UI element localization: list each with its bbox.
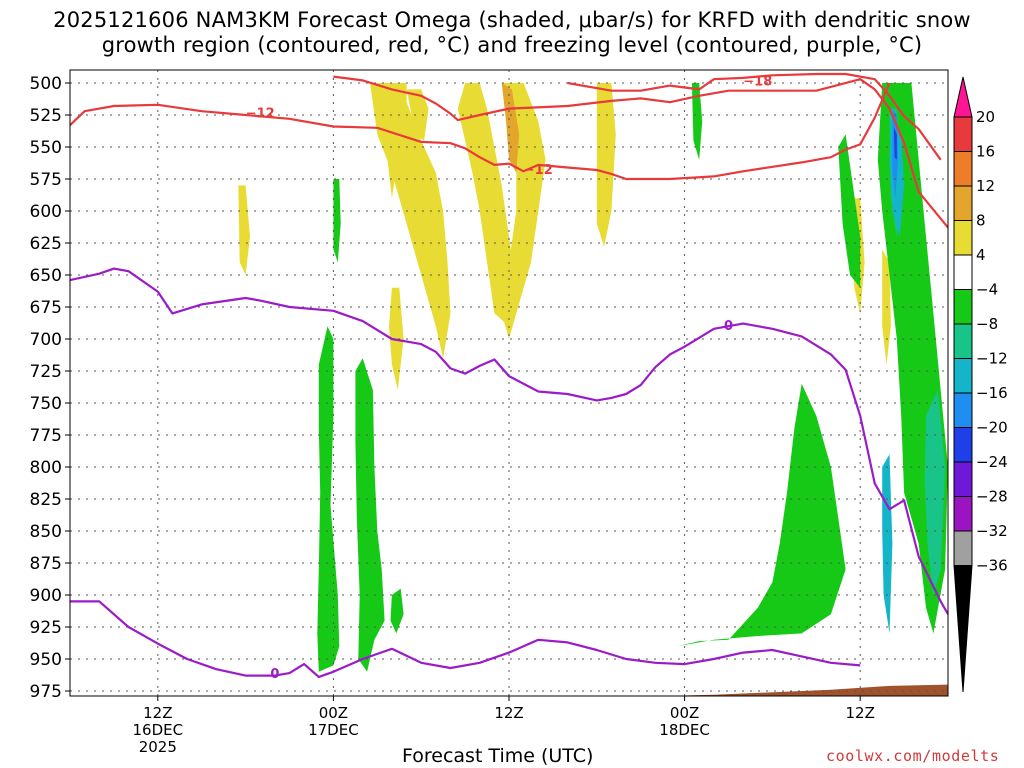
- chart-title-line2: growth region (contoured, red, °C) and f…: [101, 33, 923, 57]
- y-tick-label: 950: [30, 650, 62, 670]
- x-tick-label: 00Z: [319, 704, 348, 722]
- y-tick-label: 650: [30, 266, 62, 286]
- colorbar: 20 16 12 8 4 −4 −8 −12 −16 −20 −24 −28 −32 −36: [953, 76, 1008, 693]
- colorbar-label: 12: [976, 177, 995, 195]
- omega-region: [677, 383, 846, 647]
- y-tick-label: 925: [30, 618, 62, 638]
- chart-title-line1: 2025121606 NAM3KM Forecast Omega (shaded…: [53, 8, 971, 32]
- y-tick-label: 850: [30, 522, 62, 542]
- colorbar-segment: [953, 289, 973, 325]
- contour-label: −18: [743, 74, 772, 89]
- x-axis-title: Forecast Time (UTC): [402, 745, 594, 767]
- omega-region: [893, 127, 897, 160]
- colorbar-label: 16: [976, 143, 995, 161]
- colorbar-label: −36: [976, 557, 1008, 575]
- dgz-contour: [333, 75, 948, 229]
- y-tick-label: 500: [30, 74, 62, 94]
- omega-region: [333, 179, 341, 263]
- colorbar-label: 20: [976, 108, 995, 126]
- omega-region: [317, 326, 340, 672]
- omega-region: [238, 185, 250, 275]
- colorbar-label: −32: [976, 522, 1008, 540]
- x-tick-label: 12Z: [494, 704, 523, 722]
- omega-region: [387, 83, 398, 199]
- colorbar-label: −16: [976, 384, 1008, 402]
- colorbar-label: 8: [976, 212, 986, 230]
- freezing-level-contour: [70, 600, 861, 678]
- y-tick-label: 750: [30, 394, 62, 414]
- omega-region: [596, 83, 616, 247]
- y-tick-label: 575: [30, 170, 62, 190]
- credit-link[interactable]: coolwx.com/modelts: [826, 747, 1000, 765]
- y-tick-label: 900: [30, 586, 62, 606]
- dgz-contour: [567, 72, 942, 161]
- colorbar-segment: [953, 323, 973, 359]
- omega-region: [406, 89, 429, 141]
- y-tick-label: 875: [30, 554, 62, 574]
- y-tick-label: 525: [30, 106, 62, 126]
- contour-label: 0: [724, 319, 733, 334]
- colorbar-segment: [953, 530, 973, 566]
- y-tick-label: 625: [30, 234, 62, 254]
- omega-region: [355, 358, 385, 672]
- colorbar-label: −12: [976, 350, 1008, 368]
- y-tick-label: 800: [30, 458, 62, 478]
- colorbar-min-arrow: [953, 565, 973, 693]
- colorbar-segment: [953, 496, 973, 532]
- colorbar-segment: [953, 392, 973, 428]
- omega-region: [457, 83, 517, 327]
- y-tick-label: 825: [30, 490, 62, 510]
- y-tick-label: 675: [30, 298, 62, 318]
- omega-region: [370, 83, 451, 359]
- contour-labels: −12 −12 −18 0 0: [246, 74, 773, 682]
- colorbar-segment: [953, 427, 973, 463]
- x-tick-label: 2025: [139, 738, 177, 756]
- x-tick-label: 12Z: [846, 704, 875, 722]
- x-tick-label: 12Z: [143, 704, 172, 722]
- y-tick-label: 700: [30, 330, 62, 350]
- x-tick-label: 16DEC: [133, 721, 184, 739]
- colorbar-label: −24: [976, 453, 1008, 471]
- freezing-level-contour: [70, 267, 948, 615]
- omega-region: [924, 390, 946, 595]
- colorbar-segment: [953, 254, 973, 290]
- colorbar-segment: [953, 461, 973, 497]
- omega-region: [838, 134, 861, 288]
- contour-lines: [70, 72, 948, 678]
- contour-label: −12: [524, 163, 553, 178]
- colorbar-segment: [953, 220, 973, 256]
- colorbar-segment: [953, 185, 973, 221]
- colorbar-label: 4: [976, 246, 986, 264]
- omega-region: [501, 83, 520, 173]
- omega-shading: [238, 83, 948, 672]
- colorbar-segment: [953, 358, 973, 394]
- y-tick-label: 600: [30, 202, 62, 222]
- y-axis: 500 525 550 575 600 625 650 675 700 725 750 775 800 8…: [30, 74, 70, 702]
- colorbar-label: −8: [976, 315, 998, 333]
- y-tick-label: 725: [30, 362, 62, 382]
- colorbar-label: −4: [976, 281, 998, 299]
- x-tick-label: 17DEC: [308, 721, 359, 739]
- colorbar-segment: [953, 151, 973, 187]
- x-tick-label: 00Z: [670, 704, 699, 722]
- x-tick-label: 18DEC: [659, 721, 710, 739]
- y-tick-label: 775: [30, 426, 62, 446]
- colorbar-label: −28: [976, 488, 1008, 506]
- omega-region: [691, 83, 703, 160]
- y-tick-label: 975: [30, 682, 62, 702]
- contour-label: −12: [246, 106, 275, 121]
- y-tick-label: 550: [30, 138, 62, 158]
- colorbar-max-arrow: [953, 76, 973, 118]
- colorbar-label: −20: [976, 419, 1008, 437]
- contour-label: 0: [270, 667, 279, 682]
- omega-region: [882, 454, 893, 634]
- colorbar-segment: [953, 116, 973, 152]
- omega-region: [390, 588, 404, 634]
- gridlines: [70, 70, 948, 696]
- dgz-contour: [70, 82, 891, 181]
